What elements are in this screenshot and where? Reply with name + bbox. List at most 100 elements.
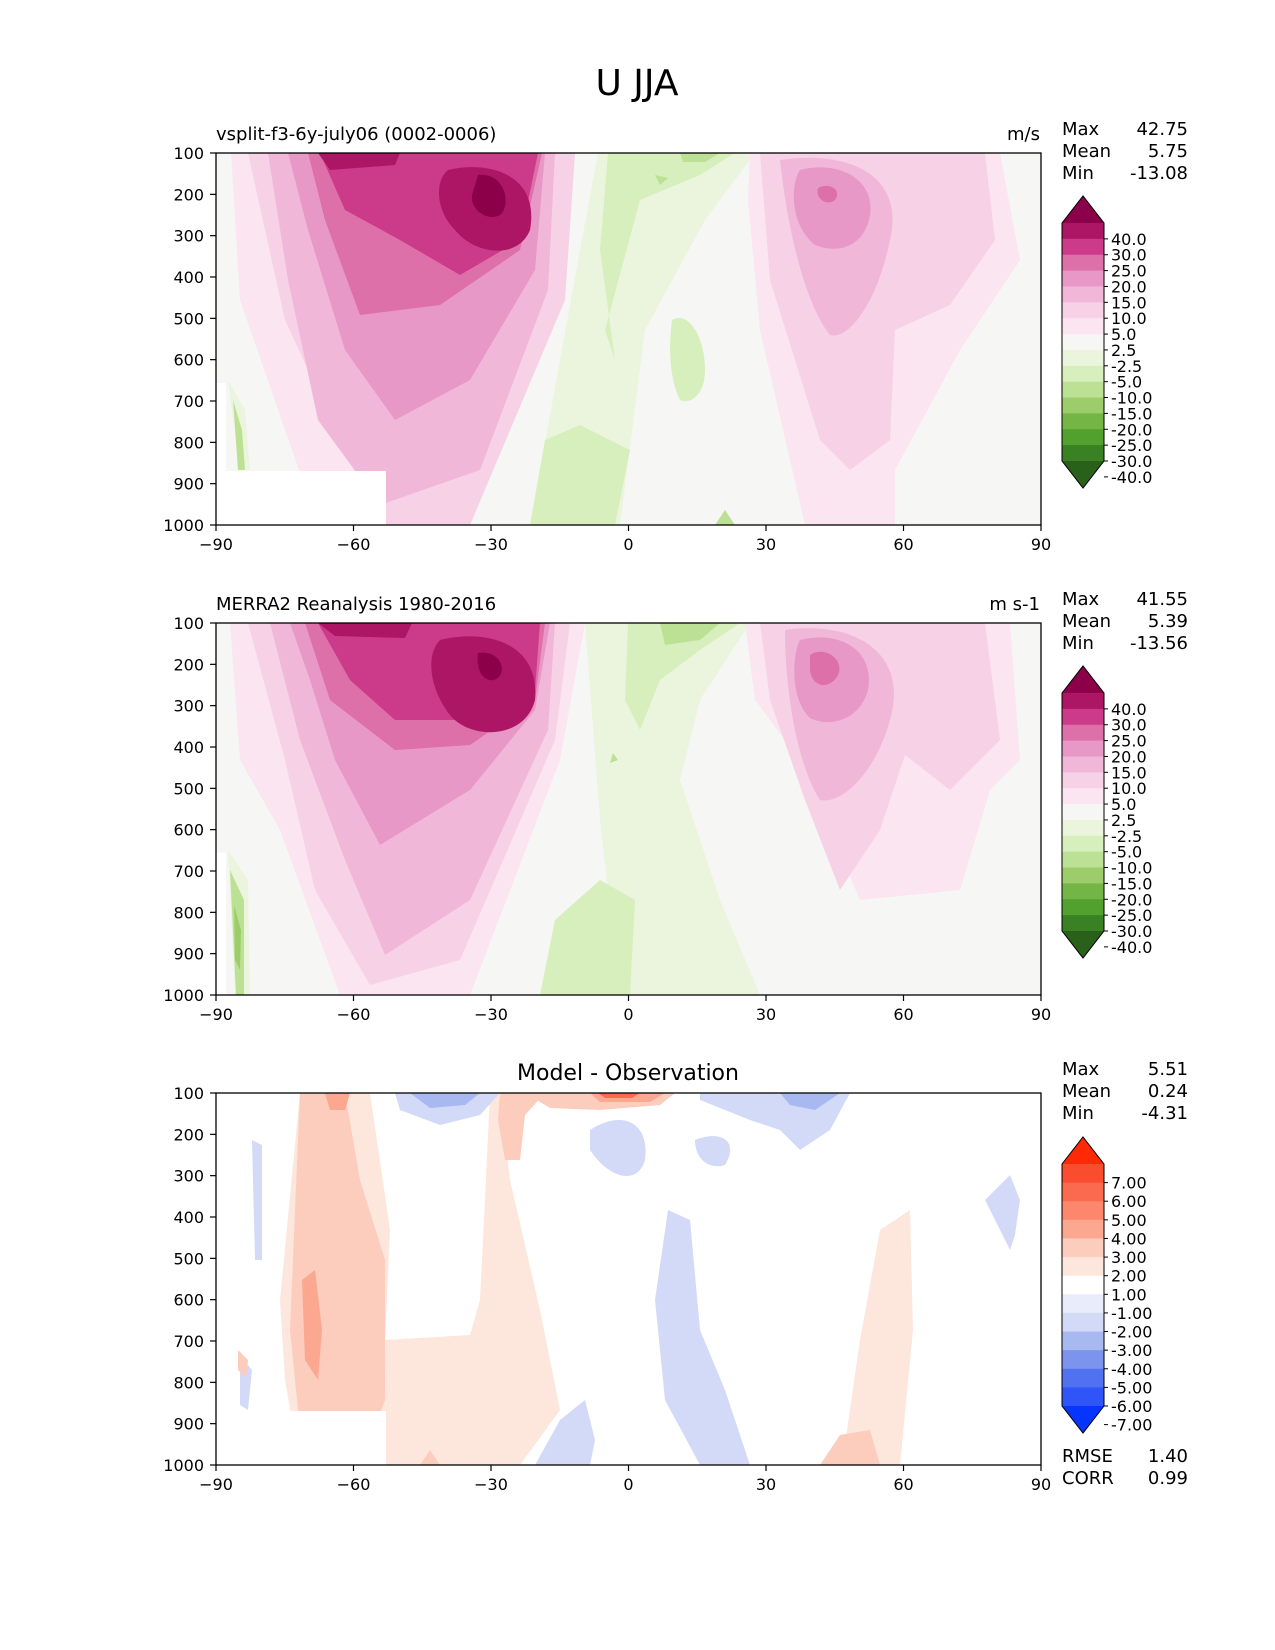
y-tick-label: 100 <box>173 614 204 633</box>
y-tick-label: 400 <box>173 1208 204 1227</box>
colorbar-extend-max <box>1062 1137 1104 1164</box>
x-tick-label: −60 <box>337 1475 371 1494</box>
colorbar-swatch <box>1062 365 1104 383</box>
stat-max-value: 41.55 <box>1136 589 1188 610</box>
colorbar-label: 10.0 <box>1111 779 1147 798</box>
contour-field <box>216 153 1041 525</box>
stat-min-label: Min <box>1062 163 1094 184</box>
y-tick-label: 700 <box>173 392 204 411</box>
y-tick-label: 200 <box>173 1125 204 1144</box>
colorbar-label: -5.00 <box>1111 1378 1152 1397</box>
y-tick-label: 200 <box>173 655 204 674</box>
colorbar-label: -25.0 <box>1111 436 1152 455</box>
colorbar-swatch <box>1062 334 1104 351</box>
x-tick-label: −30 <box>474 1475 508 1494</box>
colorbar-swatch <box>1062 788 1104 805</box>
y-tick-label: 400 <box>173 738 204 757</box>
colorbar-swatch <box>1062 899 1104 916</box>
y-tick-label: 1000 <box>163 1456 204 1475</box>
x-tick-label: 30 <box>756 535 776 554</box>
colorbar-extend-min <box>1062 931 1104 958</box>
colorbar-swatch <box>1062 1312 1104 1333</box>
x-tick-label: 90 <box>1031 1005 1051 1024</box>
colorbar-label: 5.0 <box>1111 325 1136 344</box>
colorbar-swatch <box>1062 429 1104 446</box>
y-axis: 100 200 300 400 500 600 700 800 900 1000 <box>163 614 216 1005</box>
colorbar-swatch <box>1062 693 1104 710</box>
panel-units: m/s <box>1007 124 1040 145</box>
rmse-label: RMSE <box>1062 1446 1113 1467</box>
colorbar-label: -30.0 <box>1111 922 1152 941</box>
colorbar-label: -2.5 <box>1111 357 1142 376</box>
colorbar-label: 5.00 <box>1111 1211 1147 1230</box>
x-tick-label: −30 <box>474 535 508 554</box>
stat-max-label: Max <box>1062 119 1100 140</box>
colorbar-swatch <box>1062 724 1104 742</box>
stat-min-label: Min <box>1062 1103 1094 1124</box>
colorbar-label: -4.00 <box>1111 1360 1152 1379</box>
colorbar-label: 30.0 <box>1111 246 1147 265</box>
x-tick-label: −90 <box>199 1475 233 1494</box>
colorbar-swatch <box>1062 867 1104 884</box>
colorbar-label: -15.0 <box>1111 874 1152 893</box>
stat-mean-label: Mean <box>1062 611 1111 632</box>
colorbar-label: 7.00 <box>1111 1174 1147 1193</box>
stat-min-value: -4.31 <box>1141 1103 1188 1124</box>
colorbar-swatch <box>1062 708 1104 726</box>
x-tick-label: −60 <box>337 1005 371 1024</box>
colorbar-swatch <box>1062 445 1104 462</box>
stat-max-value: 5.51 <box>1148 1059 1188 1080</box>
colorbar-swatch <box>1062 756 1104 773</box>
y-tick-label: 200 <box>173 185 204 204</box>
corr-value: 0.99 <box>1148 1468 1188 1489</box>
colorbar-swatch <box>1062 915 1104 932</box>
figure-title: U JJA <box>595 63 678 104</box>
colorbar-swatch <box>1062 238 1104 256</box>
colorbar-label: 2.5 <box>1111 811 1136 830</box>
colorbar-swatch <box>1062 254 1104 272</box>
y-tick-label: 700 <box>173 1332 204 1351</box>
y-tick-label: 700 <box>173 862 204 881</box>
y-tick-label: 600 <box>173 351 204 370</box>
x-tick-label: −60 <box>337 535 371 554</box>
x-tick-label: 60 <box>893 535 913 554</box>
colorbar-label: -5.0 <box>1111 843 1142 862</box>
colorbar-swatch <box>1062 1219 1104 1239</box>
colorbar-swatch <box>1062 1201 1104 1221</box>
stat-min-value: -13.56 <box>1130 633 1188 654</box>
colorbar-swatch <box>1062 302 1104 319</box>
colorbar-label: -6.00 <box>1111 1397 1152 1416</box>
y-tick-label: 600 <box>173 821 204 840</box>
metrics-box: RMSE 1.40 CORR 0.99 <box>1062 1446 1188 1489</box>
colorbar-swatch <box>1062 349 1104 367</box>
y-tick-label: 1000 <box>163 986 204 1005</box>
y-axis: 100 200 300 400 500 600 700 800 900 1000 <box>163 1084 216 1475</box>
y-tick-label: 100 <box>173 144 204 163</box>
colorbar-label: -15.0 <box>1111 404 1152 423</box>
panel-title-center: Model - Observation <box>517 1061 739 1086</box>
x-tick-label: −90 <box>199 535 233 554</box>
colorbar-swatch <box>1062 1350 1104 1370</box>
stat-max-value: 42.75 <box>1136 119 1188 140</box>
x-tick-label: −30 <box>474 1005 508 1024</box>
colorbar-swatch <box>1062 413 1104 430</box>
stat-max-label: Max <box>1062 589 1100 610</box>
colorbar-label: 20.0 <box>1111 747 1147 766</box>
y-tick-label: 100 <box>173 1084 204 1103</box>
colorbar-swatch <box>1062 1164 1104 1184</box>
colorbar-label: -25.0 <box>1111 906 1152 925</box>
y-axis: 100 200 300 400 500 600 700 800 900 1000 <box>163 144 216 535</box>
colorbar-label: -2.00 <box>1111 1323 1152 1342</box>
colorbar-swatch <box>1062 835 1104 853</box>
colorbar-extend-max <box>1062 666 1104 693</box>
colorbar: 40.030.025.020.015.010.05.02.5-2.5-5.0-1… <box>1061 195 1152 489</box>
x-axis: −90 −60 −30 0 30 60 90 <box>199 995 1051 1024</box>
panel-units: m s-1 <box>989 594 1040 615</box>
colorbar-swatch <box>1062 772 1104 789</box>
contour-field <box>216 623 1041 995</box>
x-axis: −90 −60 −30 0 30 60 90 <box>199 1465 1051 1494</box>
colorbar-label: 40.0 <box>1111 700 1147 719</box>
x-tick-label: 60 <box>893 1475 913 1494</box>
panel-difference: Model - Observation <box>163 1059 1188 1494</box>
colorbar-label: -5.0 <box>1111 373 1142 392</box>
